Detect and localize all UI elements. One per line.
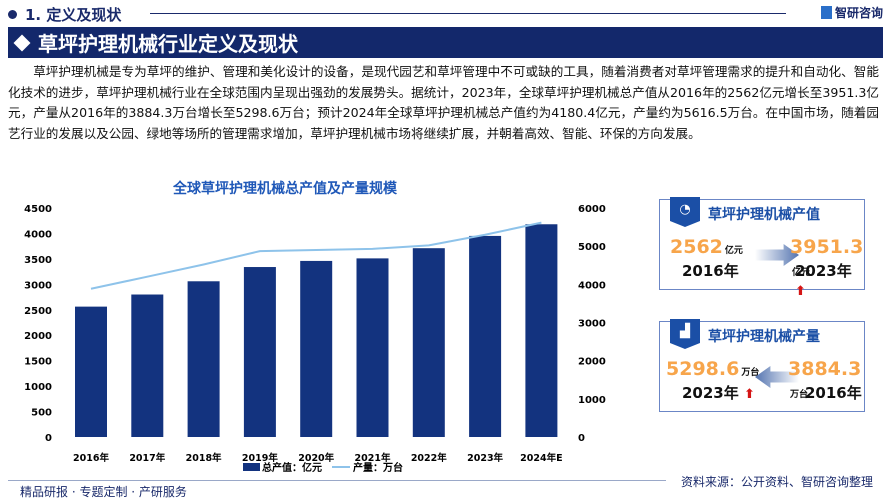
y-right-tick: 1000 bbox=[578, 395, 606, 406]
y-left-tick: 3000 bbox=[24, 280, 52, 291]
logo-icon bbox=[820, 6, 832, 19]
bar bbox=[243, 267, 276, 437]
bar bbox=[75, 306, 107, 437]
arrow-up-icon: ⬆ bbox=[795, 284, 806, 299]
logo-text: 智研咨询 bbox=[834, 6, 883, 20]
value-2023: 3951.3 bbox=[790, 236, 864, 258]
y-left-tick: 1000 bbox=[24, 382, 52, 393]
x-tick: 2017年 bbox=[129, 452, 165, 464]
logo: 智研咨询 bbox=[820, 4, 883, 21]
y-right-tick: 5000 bbox=[578, 242, 606, 253]
value-2016: 2562 bbox=[670, 236, 723, 258]
divider bbox=[150, 13, 786, 14]
x-tick: 2024年E bbox=[520, 452, 562, 464]
footer-divider bbox=[8, 480, 666, 481]
card-output-value: ◔ 草坪护理机械产值 2562 亿元 2016年 3951.3亿元 2023年 ⬆ bbox=[659, 197, 865, 299]
legend-label: 总产值：亿元 bbox=[262, 461, 322, 474]
bar bbox=[356, 258, 389, 437]
unit: 万台 bbox=[790, 390, 809, 400]
value-2016: 3884.3 bbox=[788, 358, 862, 380]
y-right-tick: 0 bbox=[578, 433, 585, 444]
y-left-tick: 3500 bbox=[24, 255, 52, 266]
bar bbox=[187, 281, 220, 437]
bar-growth-icon: ▟ bbox=[670, 319, 700, 349]
bar bbox=[300, 260, 333, 437]
y-right-tick: 2000 bbox=[578, 357, 606, 368]
y-left-tick: 1500 bbox=[24, 357, 52, 368]
x-tick: 2018年 bbox=[186, 452, 222, 464]
bar bbox=[469, 235, 502, 437]
y-right-tick: 3000 bbox=[578, 319, 606, 330]
arrow-up-icon: ⬆ bbox=[743, 387, 755, 402]
source-note: 资料来源：公开资料、智研咨询整理 bbox=[680, 475, 873, 489]
bullet-icon bbox=[8, 10, 17, 19]
x-tick: 2021年 bbox=[355, 452, 391, 464]
intro-paragraph: 草坪护理机械是专为草坪的维护、管理和美化设计的设备，是现代园艺和草坪管理中不可或… bbox=[8, 64, 879, 141]
legend-label: 产量：万台 bbox=[353, 461, 403, 474]
card-title: 草坪护理机械产量 bbox=[708, 329, 820, 345]
y-right-tick: 6000 bbox=[578, 204, 606, 215]
x-tick: 2022年 bbox=[411, 452, 447, 464]
bar bbox=[525, 224, 558, 437]
year: 2023年 bbox=[795, 262, 852, 280]
footer-slogan: 精品研报 · 专题定制 · 产研服务 bbox=[20, 485, 187, 499]
section-title: 1. 定义及现状 bbox=[25, 6, 122, 24]
value-2023: 5298.6 bbox=[666, 358, 740, 380]
arrow-right-icon bbox=[755, 244, 799, 266]
banner: 草坪护理机械行业定义及现状 bbox=[8, 27, 883, 58]
y-left-tick: 4000 bbox=[24, 229, 52, 240]
year: 2016年 bbox=[805, 384, 862, 402]
y-right-tick: 4000 bbox=[578, 280, 606, 291]
pie-chart-icon: ◔ bbox=[670, 197, 700, 227]
y-left-tick: 4500 bbox=[24, 204, 52, 215]
legend-bar-swatch bbox=[243, 463, 260, 471]
unit: 万台 bbox=[741, 368, 760, 378]
x-tick: 2020年 bbox=[298, 452, 334, 464]
year: 2023年 bbox=[682, 384, 739, 402]
x-tick: 2023年 bbox=[467, 452, 503, 464]
y-left-tick: 0 bbox=[45, 433, 52, 444]
x-tick: 2019年 bbox=[242, 452, 278, 464]
year: 2016年 bbox=[682, 262, 739, 280]
y-left-tick: 500 bbox=[31, 408, 52, 419]
y-left-tick: 2500 bbox=[24, 306, 52, 317]
card-title: 草坪护理机械产值 bbox=[708, 207, 820, 223]
section-heading: 1. 定义及现状 bbox=[8, 4, 121, 25]
unit: 亿元 bbox=[792, 268, 811, 278]
bar bbox=[412, 248, 445, 437]
x-tick: 2016年 bbox=[73, 452, 109, 464]
card-output-volume: ▟ 草坪护理机械产量 5298.6 万台 2023年 ⬆ 3884.3万台 201… bbox=[659, 319, 865, 412]
chart-title: 全球草坪护理机械总产值及产量规模 bbox=[173, 181, 397, 197]
unit: 亿元 bbox=[724, 246, 743, 256]
bar bbox=[131, 294, 164, 437]
y-left-tick: 2000 bbox=[24, 331, 52, 342]
banner-title: 草坪护理机械行业定义及现状 bbox=[38, 32, 298, 56]
